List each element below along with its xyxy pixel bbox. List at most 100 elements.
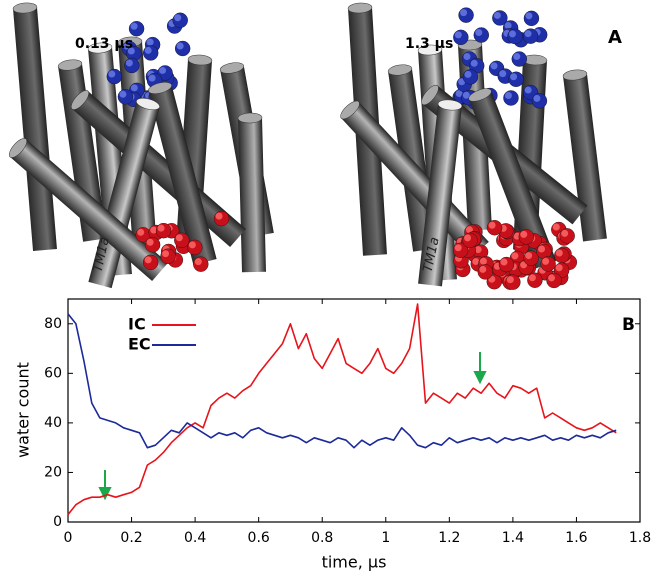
cylinder-cap [421,84,439,106]
cylinder-cap [562,69,588,81]
sphere-highlight [493,11,501,19]
water-sphere [187,239,203,256]
sphere-body [477,264,494,280]
water-sphere [469,58,485,74]
cylinder-cap [71,90,89,110]
water-sphere [536,243,552,260]
sphere-body [213,210,230,227]
sphere-body [559,228,575,244]
plot-frame [67,298,641,523]
sphere-body [492,10,508,26]
sphere-highlight [465,226,473,234]
y-tick-label: 60 [44,365,62,381]
water-sphere [527,272,543,288]
sphere-highlight [125,59,133,67]
sphere-body [143,45,159,61]
cylinder-body [88,100,160,289]
water-sphere [523,10,540,27]
sphere-body [486,220,503,236]
y-tick-label: 0 [53,514,62,530]
water-sphere [193,256,209,272]
panel-letter: B [622,315,635,335]
x-tick-label: 0.6 [248,530,270,546]
x-axis-label: time, μs [322,553,387,572]
sphere-body [193,256,209,272]
water-sphere [486,220,503,236]
sphere-body [453,29,469,46]
water-sphere [174,232,190,248]
sphere-body [546,272,562,289]
sphere-body [508,71,524,87]
sphere-highlight [548,274,556,282]
sphere-body [187,239,203,256]
x-tick-label: 1.2 [438,530,460,546]
water-sphere [142,254,159,271]
sphere-body [174,232,190,248]
sphere-highlight [479,257,487,265]
sphere-body [518,229,534,245]
water-sphere [508,71,524,87]
cylinder-cap [347,2,373,14]
cylinder-cap [417,44,443,56]
cylinder-body [341,101,489,259]
y-tick-label: 20 [44,464,62,480]
water-sphere [554,247,570,264]
sphere-highlight [504,21,512,29]
sphere-highlight [175,234,183,242]
cylinder-cap [340,100,360,120]
water-sphere [144,237,161,253]
helix-cylinder [12,2,57,251]
sphere-highlight [119,90,127,98]
x-tick-label: 0.2 [120,530,142,546]
sphere-highlight [520,230,528,238]
sphere-highlight [460,9,468,17]
cylinder-body [148,84,217,266]
helix-label: TM1a [421,236,443,274]
sphere-body [462,69,479,85]
sphere-body [554,247,570,264]
x-tick-label: 0.8 [311,530,333,546]
water-sphere [458,7,474,23]
sphere-highlight [108,70,116,78]
legend-label: IC [128,315,146,334]
sphere-body [498,256,515,273]
sphere-highlight [533,94,541,102]
water-sphere [559,228,575,244]
sphere-body [142,254,159,271]
sphere-highlight [176,42,184,50]
sphere-highlight [162,250,170,258]
cylinder-cap [148,82,172,94]
panel-a [9,2,607,290]
water-sphere [452,242,469,258]
cylinder-body [10,138,168,282]
water-sphere [174,40,191,57]
sphere-highlight [454,31,462,39]
cylinder-cap [136,98,160,110]
cylinder-body [58,63,107,242]
sphere-highlight [130,84,138,92]
legend-label: EC [128,335,151,354]
water-sphere [511,51,527,67]
helix-cylinder [468,88,557,270]
sphere-highlight [470,59,478,67]
sphere-body [172,12,188,28]
sphere-highlight [506,276,514,284]
sphere-body [531,93,548,109]
sphere-body [117,89,134,105]
sphere-highlight [127,47,135,55]
sphere-highlight [464,70,472,78]
sphere-highlight [475,29,483,37]
sphere-highlight [144,256,152,264]
water-sphere [492,10,508,26]
arrow [98,352,487,501]
water-sphere [462,69,479,85]
water-sphere [498,256,515,273]
cylinder-body [563,73,607,242]
sphere-highlight [490,62,498,70]
sphere-highlight [555,249,563,257]
sphere-body [462,232,478,249]
sphere-body [503,90,519,106]
sphere-highlight [463,53,471,61]
cylinder-cap [468,88,492,102]
